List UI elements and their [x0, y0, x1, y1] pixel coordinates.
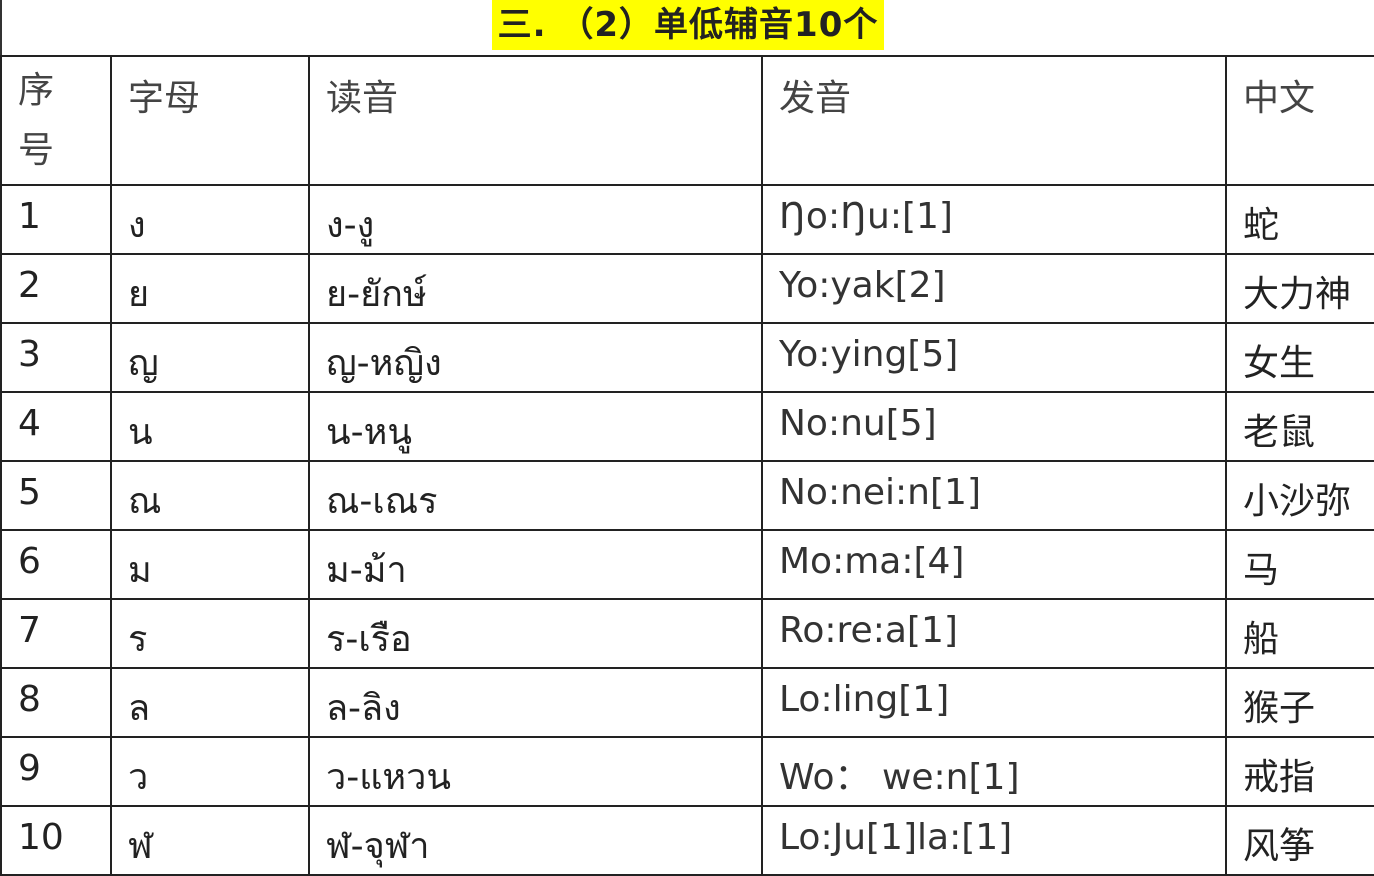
row-chinese: 马 — [1225, 529, 1374, 600]
row-chinese: 戒指 — [1225, 736, 1374, 807]
row-number: 4 — [0, 391, 112, 462]
table-row: 2 ยย-ยักษ์ Yo:yak[2] 大力神 — [0, 253, 1374, 324]
row-number: 10 — [0, 805, 112, 876]
header-letter: 字母 — [110, 55, 310, 186]
table-row: 8 ลล-ลิง Lo:ling[1] 猴子 — [0, 667, 1374, 738]
row-chinese: 蛇 — [1225, 184, 1374, 255]
row-chinese: 老鼠 — [1225, 391, 1374, 462]
row-letter: ม — [110, 529, 310, 600]
table-row: 1 งง-งู Ŋo:Ŋu:[1] 蛇 — [0, 184, 1374, 255]
row-number: 6 — [0, 529, 112, 600]
row-reading: ญ-หญิง — [308, 322, 763, 393]
table-row: 10 ฬฬ-จุฬา Lo:Ju[1]la:[1] 风筝 — [0, 805, 1374, 876]
row-pronunciation: No:nei:n[1] — [761, 460, 1227, 531]
row-chinese: 风筝 — [1225, 805, 1374, 876]
row-reading: ล-ลิง — [308, 667, 763, 738]
row-chinese: 小沙弥 — [1225, 460, 1374, 531]
row-letter: ง — [110, 184, 310, 255]
row-reading: น-หนู — [308, 391, 763, 462]
row-number: 8 — [0, 667, 112, 738]
row-reading: ง-งู — [308, 184, 763, 255]
row-letter: ว — [110, 736, 310, 807]
header-chinese: 中文 — [1225, 55, 1374, 186]
table-row: 7 รร-เรือ Ro:re:a[1] 船 — [0, 598, 1374, 669]
row-chinese: 大力神 — [1225, 253, 1374, 324]
row-number: 2 — [0, 253, 112, 324]
row-pronunciation: Ro:re:a[1] — [761, 598, 1227, 669]
header-row: 序号 字母 读音 发音 中文 — [0, 55, 1374, 186]
header-number: 序号 — [0, 55, 112, 186]
row-letter: น — [110, 391, 310, 462]
row-pronunciation: Yo:ying[5] — [761, 322, 1227, 393]
row-letter: ฬ — [110, 805, 310, 876]
row-pronunciation: Ŋo:Ŋu:[1] — [761, 184, 1227, 255]
row-letter: ญ — [110, 322, 310, 393]
row-chinese: 猴子 — [1225, 667, 1374, 738]
row-chinese: 船 — [1225, 598, 1374, 669]
row-number: 1 — [0, 184, 112, 255]
row-letter: ล — [110, 667, 310, 738]
row-pronunciation: Yo:yak[2] — [761, 253, 1227, 324]
row-reading: ม-ม้า — [308, 529, 763, 600]
row-pronunciation: No:nu[5] — [761, 391, 1227, 462]
row-number: 9 — [0, 736, 112, 807]
row-chinese: 女生 — [1225, 322, 1374, 393]
row-reading: ว-แหวน — [308, 736, 763, 807]
table-row: 6 มม-ม้า Mo:ma:[4] 马 — [0, 529, 1374, 600]
row-pronunciation: Mo:ma:[4] — [761, 529, 1227, 600]
row-reading: ย-ยักษ์ — [308, 253, 763, 324]
row-reading: ร-เรือ — [308, 598, 763, 669]
table-row: 5 ณณ-เณร No:nei:n[1] 小沙弥 — [0, 460, 1374, 531]
row-reading: ฬ-จุฬา — [308, 805, 763, 876]
row-letter: ณ — [110, 460, 310, 531]
header-pronunciation: 发音 — [761, 55, 1227, 186]
row-letter: ย — [110, 253, 310, 324]
row-pronunciation: Lo:Ju[1]la:[1] — [761, 805, 1227, 876]
row-number: 7 — [0, 598, 112, 669]
row-pronunciation: Wo： we:n[1] — [761, 736, 1227, 807]
table-row: 4 นน-หนู No:nu[5] 老鼠 — [0, 391, 1374, 462]
row-number: 3 — [0, 322, 112, 393]
row-pronunciation: Lo:ling[1] — [761, 667, 1227, 738]
table-title: 三. （2）单低辅音10个 — [491, 0, 885, 50]
consonant-table: 序号 字母 读音 发音 中文 1 งง-งู Ŋo:Ŋu:[1] 蛇 2 ยย-ยักษ์… — [0, 55, 1374, 876]
title-row: 三. （2）单低辅音10个 — [0, 0, 1374, 56]
row-letter: ร — [110, 598, 310, 669]
row-number: 5 — [0, 460, 112, 531]
header-reading: 读音 — [308, 55, 763, 186]
row-reading: ณ-เณร — [308, 460, 763, 531]
table-row: 3 ญญ-หญิง Yo:ying[5] 女生 — [0, 322, 1374, 393]
table-row: 9 วว-แหวน Wo： we:n[1] 戒指 — [0, 736, 1374, 807]
